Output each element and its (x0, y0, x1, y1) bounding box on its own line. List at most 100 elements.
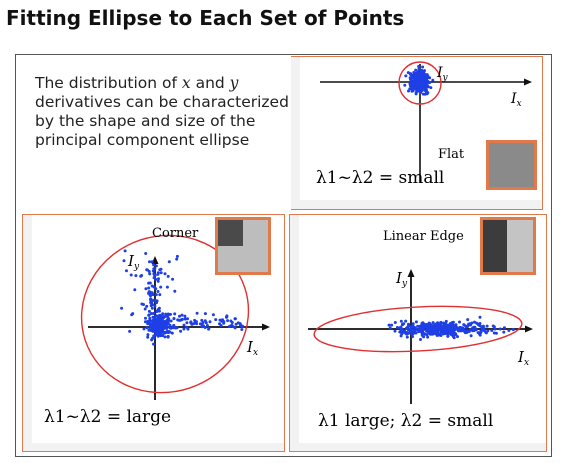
edge-point (466, 318, 470, 322)
edge-point (422, 335, 426, 339)
flat-point (408, 77, 412, 81)
edge-point (474, 328, 478, 332)
corner-iy-label: Iy (127, 252, 140, 272)
edge-point (390, 323, 394, 327)
edge-point (494, 331, 498, 335)
corner-point (145, 326, 149, 330)
corner-point (151, 325, 155, 329)
edge-point (511, 328, 515, 332)
flat-point (423, 92, 427, 96)
corner-point (167, 260, 171, 264)
edge-point (406, 331, 410, 335)
flat-point (411, 79, 414, 83)
corner-point (190, 322, 194, 326)
corner-point (233, 317, 237, 321)
corner-point (130, 313, 134, 317)
corner-point (201, 321, 205, 325)
edge-point (478, 324, 482, 328)
corner-point (150, 312, 153, 315)
flat-ellipse (398, 61, 442, 105)
corner-point (153, 320, 157, 324)
corner-point (134, 274, 138, 278)
corner-point (129, 273, 133, 277)
corner-point (149, 304, 153, 308)
corner-ellipse (80, 234, 250, 394)
flat-point (415, 72, 419, 76)
edge-point (450, 321, 454, 325)
corner-point (211, 313, 215, 317)
corner-point (145, 304, 149, 308)
desc-line1: The distribution of x and y (35, 74, 239, 92)
corner-point (152, 285, 156, 289)
edge-point (476, 331, 480, 335)
edge-point (493, 327, 497, 331)
edge-point (444, 330, 448, 334)
corner-point (165, 285, 169, 289)
edge-equation: λ1 large; λ2 = small (318, 411, 493, 431)
edge-point (498, 327, 502, 331)
corner-point (178, 318, 182, 322)
corner-point (233, 326, 237, 330)
corner-point (180, 313, 184, 317)
corner-point (186, 317, 189, 321)
edge-y-arrow (407, 269, 415, 277)
corner-point (175, 326, 179, 330)
edge-point (419, 338, 422, 341)
corner-point (171, 277, 175, 281)
edge-point (429, 331, 433, 335)
corner-point (234, 322, 238, 326)
flat-x-arrow (524, 78, 532, 86)
corner-point (158, 293, 162, 297)
flat-point (414, 68, 418, 72)
corner-point (239, 324, 243, 327)
edge-point (458, 320, 461, 324)
corner-point (207, 326, 211, 330)
corner-point (148, 290, 152, 294)
edge-point (464, 325, 468, 329)
corner-point (205, 324, 209, 327)
corner-point (144, 252, 148, 255)
flat-point (428, 81, 432, 85)
edge-point (482, 329, 486, 333)
corner-point (166, 321, 170, 325)
corner-point (231, 324, 235, 328)
edge-label: Linear Edge (383, 229, 464, 244)
corner-ix-label: Ix (246, 338, 258, 358)
corner-point (122, 259, 126, 263)
corner-point (152, 312, 156, 315)
corner-plot (80, 234, 270, 400)
corner-point (157, 306, 161, 310)
flat-point (425, 85, 429, 89)
corner-point (160, 317, 164, 321)
edge-point (468, 322, 472, 326)
corner-equation: λ1~λ2 = large (44, 407, 171, 427)
edge-point (426, 329, 430, 332)
flat-point (421, 65, 425, 69)
edge-point (404, 319, 408, 323)
edge-point (439, 324, 443, 327)
corner-point (146, 335, 150, 339)
edge-point (400, 323, 404, 327)
corner-point (120, 306, 124, 310)
corner-point (166, 331, 170, 334)
corner-point (164, 323, 168, 327)
corner-point (125, 269, 128, 273)
corner-point (169, 312, 172, 316)
flat-point (418, 75, 422, 79)
edge-point (442, 323, 446, 327)
corner-point (176, 318, 180, 322)
tick-strips (23, 57, 546, 451)
edge-point (478, 315, 482, 319)
flat-swatch (489, 143, 534, 187)
edge-point (481, 324, 485, 328)
flat-point (412, 74, 416, 78)
corner-point (153, 304, 157, 308)
corner-point (152, 276, 156, 280)
flat-label: Flat (438, 147, 465, 162)
edge-point (442, 321, 445, 325)
flat-point (411, 88, 415, 92)
corner-point (147, 313, 151, 317)
corner-point (161, 334, 165, 338)
corner-point (146, 333, 150, 337)
